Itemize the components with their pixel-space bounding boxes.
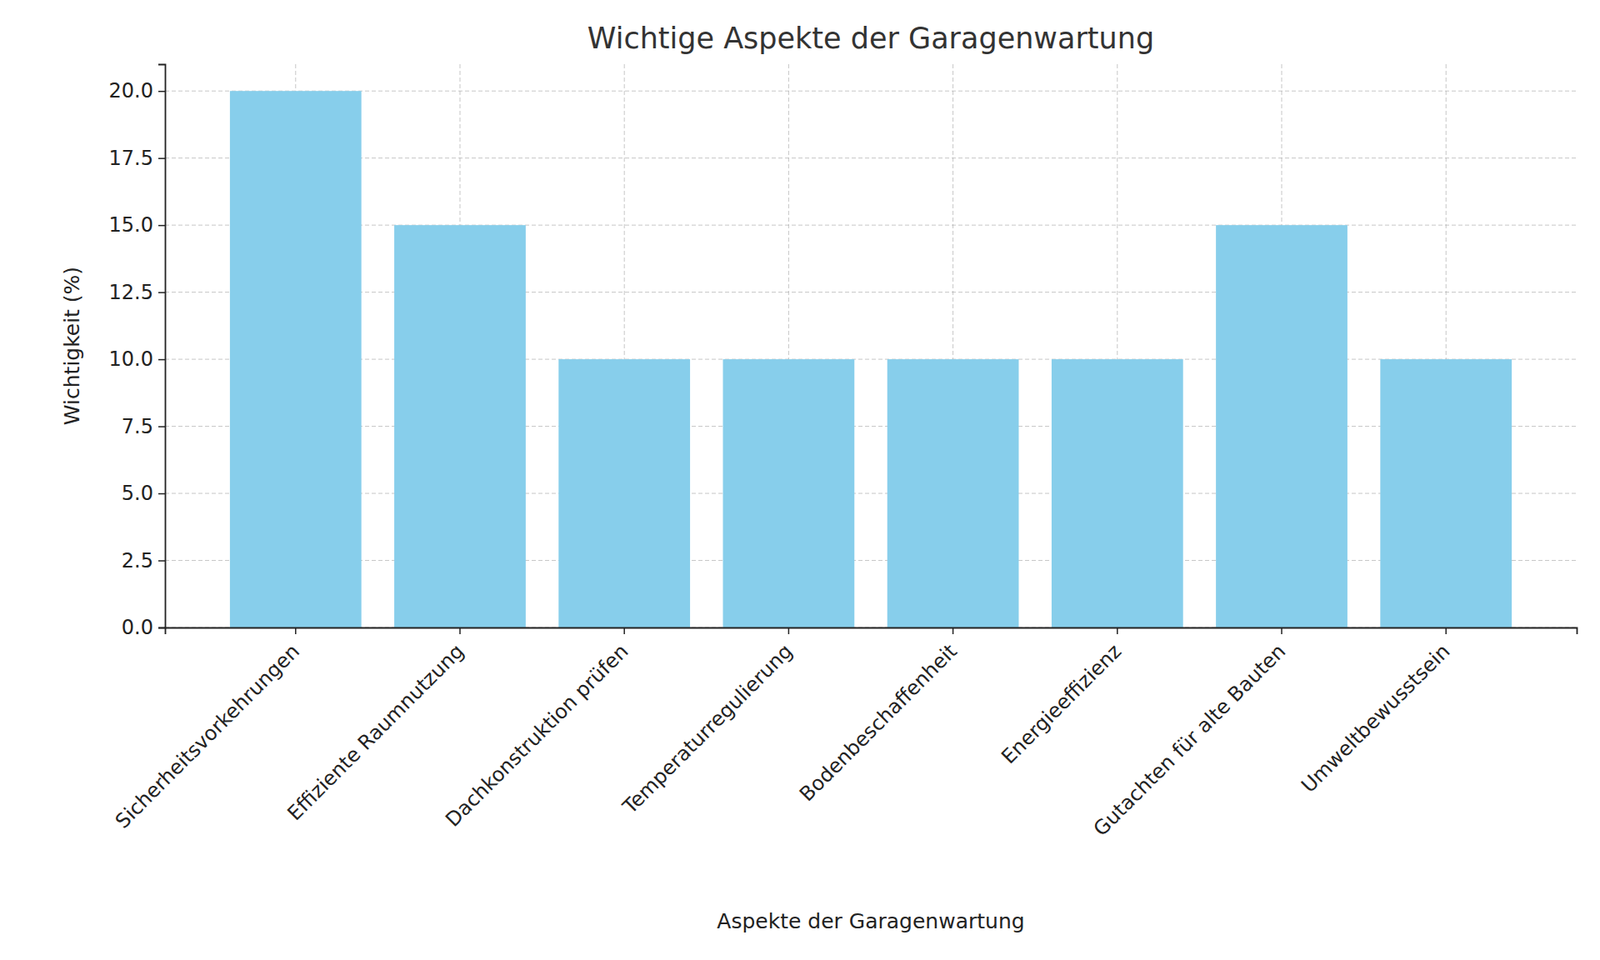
tick: 7.5	[121, 415, 165, 439]
tick-label: 17.5	[109, 146, 154, 170]
tick-label: 10.0	[109, 347, 154, 371]
grid-line	[165, 425, 1577, 427]
tick-label: Effiziente Raumnutzung	[283, 639, 470, 825]
bar	[1380, 359, 1512, 628]
tick: 15.0	[109, 213, 165, 237]
tick-label: Dachkonstruktion prüfen	[440, 639, 633, 831]
tick-label: 12.5	[109, 280, 154, 305]
tick: Dachkonstruktion prüfen	[440, 627, 633, 832]
tick: Gutachten für alte Bauten	[1089, 627, 1290, 841]
tick-mark	[158, 425, 165, 428]
tick-mark	[158, 359, 165, 361]
tick-mark	[158, 157, 165, 160]
grid-line	[165, 90, 1577, 92]
tick-label: 15.0	[109, 213, 154, 237]
chart: 0.0 2.5 5.0 7.5 10.0 12.5 15.0 17.5 20.0 Sicherhe…	[0, 0, 1600, 960]
tick-mark	[952, 627, 955, 635]
grid-line	[165, 493, 1577, 495]
grid	[165, 64, 1577, 628]
tick-mark	[623, 627, 625, 635]
tick-mark	[158, 627, 165, 630]
grid-line	[165, 291, 1577, 293]
grid-line	[165, 225, 1577, 226]
tick: 17.5	[109, 146, 165, 170]
tick-mark	[1116, 627, 1119, 635]
tick-label: Bodenbeschaffenheit	[795, 639, 962, 806]
bars	[230, 90, 1512, 628]
grid-line	[165, 359, 1577, 360]
tick: Umweltbewusstsein	[1296, 627, 1455, 798]
tick-mark	[1280, 627, 1283, 635]
tick-label: 0.0	[121, 615, 154, 640]
tick: Sicherheitsvorkehrungen	[110, 627, 305, 834]
tick-label: Temperaturregulierung	[617, 639, 797, 819]
tick-label: Sicherheitsvorkehrungen	[110, 639, 305, 833]
y-axis-title: Wichtigkeit (%)	[60, 266, 85, 425]
tick-label: Umweltbewusstsein	[1296, 639, 1455, 797]
tick-mark	[158, 90, 165, 93]
tick: Bodenbeschaffenheit	[795, 627, 962, 806]
tick-label: 5.0	[121, 481, 154, 505]
tick-mark	[158, 291, 165, 294]
tick-label: Energieeffizienz	[996, 639, 1126, 769]
x-axis-title: Aspekte der Garagenwartung	[716, 909, 1025, 934]
tick: 5.0	[121, 481, 165, 505]
bar	[887, 359, 1020, 628]
tick: 12.5	[109, 280, 165, 305]
tick-mark	[459, 627, 461, 635]
tick: 20.0	[109, 79, 165, 103]
tick-mark	[158, 493, 165, 495]
tick: Energieeffizienz	[996, 627, 1126, 769]
tick: Temperaturregulierung	[617, 627, 797, 820]
tick: 0.0	[121, 615, 165, 640]
bar	[558, 359, 690, 628]
axis-line	[165, 628, 1578, 635]
y-axis: 0.0 2.5 5.0 7.5 10.0 12.5 15.0 17.5 20.0	[109, 65, 166, 640]
bar	[723, 359, 855, 628]
tick-mark	[1445, 627, 1447, 635]
tick-label: Gutachten für alte Bauten	[1089, 639, 1290, 840]
tick-label: 2.5	[121, 549, 154, 573]
tick-label: 20.0	[109, 79, 154, 103]
tick-mark	[788, 627, 790, 635]
bar	[1051, 359, 1184, 628]
grid-line	[165, 157, 1577, 159]
tick: 10.0	[109, 347, 165, 371]
axis-line	[158, 65, 166, 629]
tick-label: 7.5	[121, 415, 154, 439]
grid-line	[165, 560, 1577, 561]
tick-mark	[158, 560, 165, 562]
tick: Effiziente Raumnutzung	[283, 627, 470, 825]
plot: 0.0 2.5 5.0 7.5 10.0 12.5 15.0 17.5 20.0 Sicherhe…	[109, 64, 1578, 841]
title: Wichtige Aspekte der Garagenwartung	[587, 21, 1155, 55]
tick: 2.5	[121, 549, 165, 573]
tick-mark	[158, 225, 165, 227]
bar	[1215, 225, 1348, 628]
x-axis: SicherheitsvorkehrungenEffiziente Raumnu…	[110, 627, 1578, 841]
bar	[394, 225, 526, 628]
bar	[230, 90, 362, 628]
tick-mark	[295, 627, 297, 635]
